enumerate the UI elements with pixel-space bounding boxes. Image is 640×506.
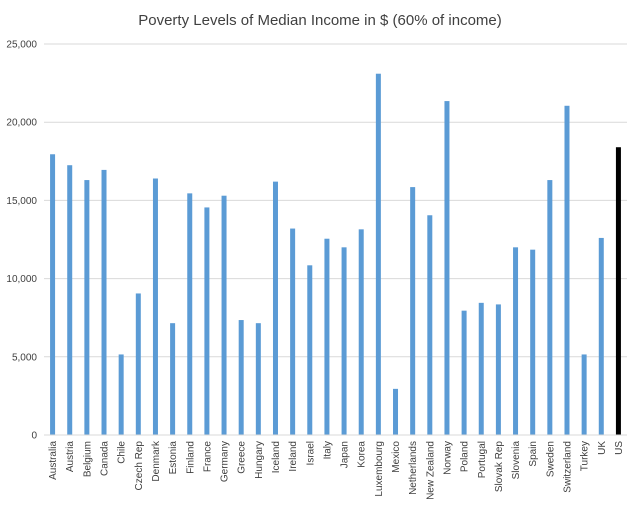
x-tick-label: Belgium — [82, 441, 93, 477]
x-tick-label: Netherlands — [408, 441, 419, 495]
bar-portugal — [478, 302, 484, 435]
x-tick-label: Chile — [117, 441, 128, 464]
bar-spain — [530, 249, 536, 435]
bar-sweden — [547, 180, 553, 435]
y-tick-label: 20,000 — [6, 118, 37, 129]
x-tick-label: Sweden — [545, 441, 556, 477]
x-tick-label: Estonia — [168, 441, 179, 475]
x-tick-label: UK — [597, 441, 608, 455]
x-axis-labels: Australia Austria Belgium Canada Chile Czech … — [48, 440, 625, 500]
bar-mexico — [393, 388, 399, 435]
bar-norway — [444, 101, 450, 435]
x-tick-label: Germany — [220, 441, 231, 482]
x-tick-label: Austria — [65, 441, 76, 473]
bar-italy — [324, 238, 330, 435]
y-tick-label: 25,000 — [6, 40, 37, 51]
bar-hungary — [255, 323, 261, 435]
bar-belgium — [84, 180, 90, 435]
y-tick-label: 0 — [31, 431, 37, 442]
bar-new-zealand — [427, 215, 433, 435]
bar-australia — [50, 154, 56, 435]
x-tick-label: Greece — [237, 441, 248, 474]
x-tick-label: Czech Rep — [134, 441, 145, 491]
bar-iceland — [272, 181, 278, 435]
bar-finland — [187, 193, 193, 435]
chart-title: Poverty Levels of Median Income in $ (60… — [138, 12, 502, 29]
x-tick-label: Slovak Rep — [494, 441, 505, 493]
bar-netherlands — [410, 187, 416, 435]
bar-poland — [461, 310, 467, 435]
x-tick-label: Korea — [357, 441, 368, 468]
x-tick-label: Ireland — [288, 441, 299, 472]
x-tick-label: Finland — [185, 441, 196, 474]
bars — [50, 73, 621, 436]
bar-japan — [341, 247, 347, 435]
bar-slovenia — [513, 247, 519, 435]
y-tick-label: 5,000 — [12, 352, 37, 363]
x-tick-label: Iceland — [271, 441, 282, 473]
x-tick-label: Turkey — [580, 441, 591, 471]
bar-chile — [118, 354, 124, 435]
bar-ireland — [290, 228, 296, 435]
bar-switzerland — [564, 105, 570, 435]
bar-czech-rep — [135, 293, 141, 435]
x-tick-label: Australia — [48, 441, 59, 480]
bar-slovak-rep — [495, 304, 501, 435]
x-tick-label: New Zealand — [425, 441, 436, 500]
x-tick-label: US — [614, 441, 625, 455]
bar-canada — [101, 169, 107, 436]
bar-israel — [307, 265, 313, 435]
y-axis-ticks: 0 5,000 10,000 15,000 20,000 25,000 — [6, 40, 37, 442]
bar-denmark — [152, 178, 158, 435]
x-tick-label: Japan — [340, 441, 351, 468]
x-tick-label: Norway — [442, 441, 453, 475]
bar-uk — [598, 237, 604, 435]
y-tick-label: 15,000 — [6, 196, 37, 207]
x-tick-label: Italy — [322, 441, 333, 459]
bar-greece — [238, 320, 244, 435]
x-tick-label: Slovenia — [511, 441, 522, 480]
x-tick-label: Mexico — [391, 441, 402, 473]
bar-korea — [358, 229, 364, 435]
x-tick-label: Hungary — [254, 441, 265, 479]
x-tick-label: Portugal — [477, 441, 488, 478]
bar-luxembourg — [375, 73, 381, 435]
x-tick-label: Spain — [528, 441, 539, 467]
x-tick-label: Canada — [100, 441, 111, 476]
x-tick-label: Israel — [305, 441, 316, 465]
bar-turkey — [581, 354, 587, 435]
y-tick-label: 10,000 — [6, 274, 37, 285]
x-tick-label: Denmark — [151, 440, 162, 482]
bar-us — [615, 147, 621, 435]
bar-germany — [221, 195, 227, 435]
x-tick-label: Poland — [460, 441, 471, 472]
bar-france — [204, 207, 210, 435]
x-tick-label: Switzerland — [562, 441, 573, 493]
bar-estonia — [170, 323, 176, 435]
gridlines — [44, 43, 627, 358]
x-tick-label: France — [202, 441, 213, 473]
bar-austria — [67, 165, 73, 435]
x-tick-label: Luxembourg — [374, 441, 385, 497]
